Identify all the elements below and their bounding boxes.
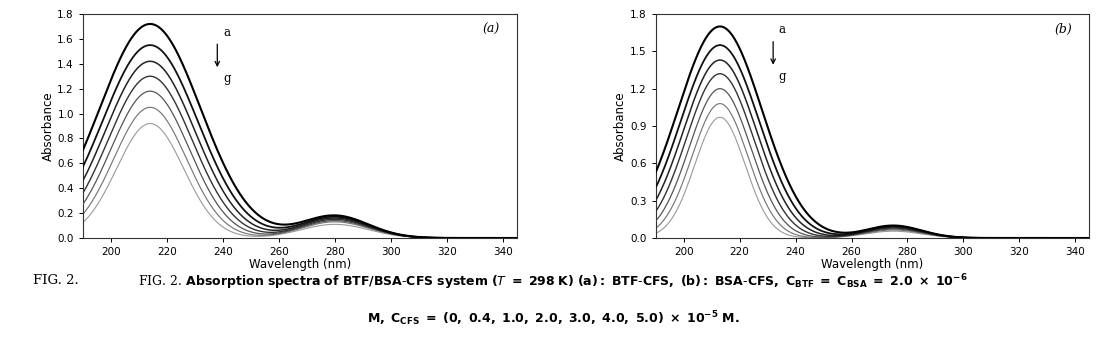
Y-axis label: Absorbance: Absorbance <box>614 91 627 161</box>
Text: g: g <box>223 72 230 85</box>
Text: g: g <box>779 70 786 83</box>
X-axis label: Wavelength (nm): Wavelength (nm) <box>249 258 351 271</box>
Text: FIG. 2.: FIG. 2. <box>33 273 83 287</box>
Y-axis label: Absorbance: Absorbance <box>42 91 54 161</box>
Text: (b): (b) <box>1054 23 1072 36</box>
Text: a: a <box>223 26 230 39</box>
Text: (a): (a) <box>482 23 500 36</box>
Text: a: a <box>779 23 785 36</box>
Text: $\bf{M,\ C_{CFS}\ =\ (0,\ 0.4,\ 1.0,\ 2.0,\ 3.0,\ 4.0,\ 5.0)\ \times\ 10^{-5}\ M: $\bf{M,\ C_{CFS}\ =\ (0,\ 0.4,\ 1.0,\ 2.… <box>367 309 739 328</box>
Text: FIG. 2. $\bf{Absorption\ spectra\ of\ BTF/BSA\text{-}CFS\ system\ (}$$\bf{\mathi: FIG. 2. $\bf{Absorption\ spectra\ of\ BT… <box>138 272 968 292</box>
X-axis label: Wavelength (nm): Wavelength (nm) <box>822 258 924 271</box>
